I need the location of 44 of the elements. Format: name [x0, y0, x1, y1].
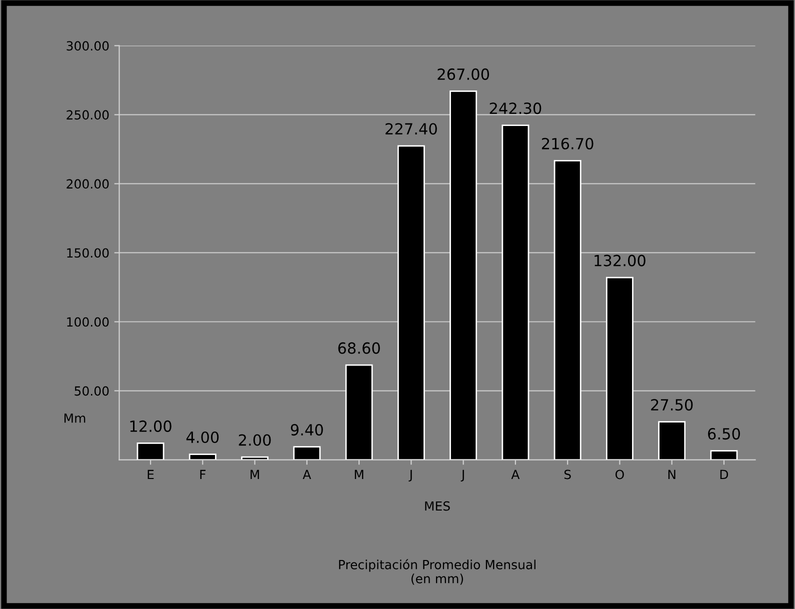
x-tick-label: M	[250, 470, 259, 480]
bar	[710, 450, 738, 460]
x-tick-label: S	[564, 470, 571, 480]
data-label: 4.00	[186, 431, 219, 444]
x-tick-label: O	[615, 470, 624, 480]
bar	[188, 454, 216, 460]
data-label: 68.60	[338, 342, 380, 354]
x-tick-label: E	[148, 470, 154, 480]
bar	[397, 145, 425, 460]
data-label: 6.50	[708, 428, 740, 440]
bar	[293, 446, 321, 460]
data-label: 12.00	[130, 420, 172, 432]
bar	[658, 421, 686, 460]
bar	[450, 90, 478, 460]
x-tick-label: M	[354, 470, 364, 480]
data-label: 2.00	[238, 434, 271, 446]
data-label: 227.40	[386, 123, 437, 135]
y-axis-title: Mm	[64, 414, 86, 423]
x-tick-label: D	[720, 470, 728, 480]
x-tick-label: A	[302, 470, 312, 480]
x-tick-label: J	[408, 470, 412, 482]
bar	[606, 276, 634, 460]
data-label: 132.00	[594, 254, 646, 266]
bar	[345, 364, 373, 460]
bar	[502, 124, 530, 460]
x-tick-label: A	[511, 470, 520, 480]
bar	[554, 160, 582, 460]
data-label: 267.00	[438, 68, 490, 80]
y-tick-label: 100.00	[67, 317, 109, 327]
data-label: 216.70	[542, 138, 594, 150]
x-axis-title: MES	[425, 501, 450, 511]
y-tick-label: 250.00	[66, 110, 109, 120]
data-label: 27.50	[651, 399, 693, 411]
text: Precipitación Promedio Mensual (en mm)	[339, 559, 536, 585]
bar	[136, 442, 164, 460]
data-label: 242.30	[490, 102, 542, 114]
y-tick-label: 200.00	[66, 179, 109, 189]
y-tick-label: 50.00	[74, 386, 109, 396]
data-label: 9.40	[290, 424, 323, 436]
x-tick-label: F	[200, 470, 206, 480]
x-tick-label: N	[668, 470, 676, 480]
y-tick-label: 150.00	[67, 248, 109, 258]
y-tick-label: 300.00	[66, 41, 109, 51]
x-tick-label: J	[460, 470, 464, 482]
